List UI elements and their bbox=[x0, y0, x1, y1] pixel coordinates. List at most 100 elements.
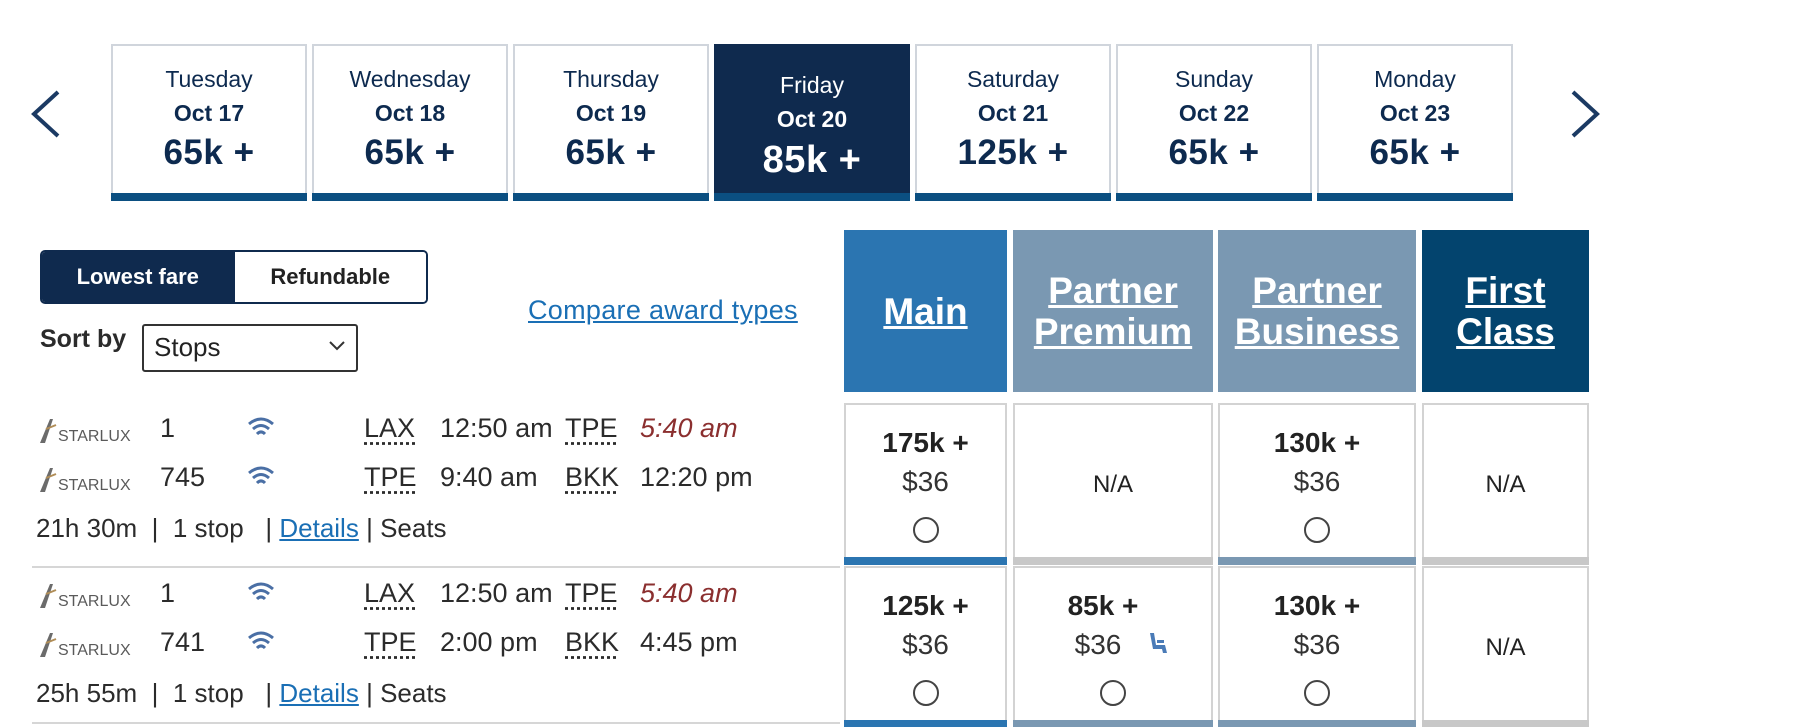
origin-airport[interactable]: TPE bbox=[364, 627, 417, 657]
stops-count: 1 stop bbox=[172, 513, 244, 543]
date-tab-price: 65k + bbox=[163, 133, 255, 172]
lowest-fare-button[interactable]: Lowest fare bbox=[42, 252, 234, 302]
fare-tax: $36 bbox=[902, 466, 949, 497]
chevron-left-icon bbox=[31, 90, 60, 138]
row-divider bbox=[32, 722, 840, 724]
date-tab-price: 65k + bbox=[565, 133, 657, 172]
destination-airport[interactable]: TPE bbox=[565, 578, 618, 608]
departure-time: 9:40 am bbox=[440, 462, 538, 492]
fare-miles: 175k + bbox=[882, 427, 969, 458]
sort-by-value: Stops bbox=[154, 332, 221, 362]
cabin-label: Partner bbox=[1252, 270, 1382, 311]
separator: | bbox=[366, 513, 381, 543]
cabin-label: First bbox=[1465, 270, 1546, 311]
date-tab-day: Friday bbox=[780, 72, 844, 98]
date-tab-oct-19[interactable]: Thursday Oct 19 65k + bbox=[513, 44, 709, 201]
origin-airport[interactable]: LAX bbox=[364, 413, 416, 443]
flight-summary: 21h 30m | 1 stop | Details | Seats bbox=[36, 513, 447, 544]
compare-award-types-link[interactable]: Compare award types bbox=[528, 295, 798, 325]
date-tab-day: Saturday bbox=[966, 66, 1060, 92]
sort-by-select[interactable]: Stops bbox=[142, 324, 358, 372]
airline-name: STARLUX bbox=[58, 642, 131, 659]
flight-segment: STARLUX 1 LAX 12:50 am TPE 5:40 am bbox=[32, 413, 840, 449]
fare-not-available: N/A bbox=[1485, 634, 1526, 661]
fare-cell-partner-business[interactable]: 130k + $36 bbox=[1218, 566, 1416, 727]
fare-cell-partner-premium[interactable]: 85k + $36 bbox=[1013, 566, 1213, 727]
wifi-icon bbox=[246, 580, 276, 606]
refundable-button[interactable]: Refundable bbox=[233, 252, 426, 302]
date-tab-oct-23[interactable]: Monday Oct 23 65k + bbox=[1317, 44, 1513, 201]
seat-icon bbox=[1145, 630, 1171, 656]
fare-radio[interactable] bbox=[1304, 517, 1330, 543]
details-link[interactable]: Details bbox=[279, 678, 359, 708]
seats-link[interactable]: Seats bbox=[380, 678, 447, 708]
date-tab-date: Oct 22 bbox=[1178, 100, 1250, 126]
fare-radio[interactable] bbox=[912, 517, 939, 543]
flight-segment: STARLUX 745 TPE 9:40 am BKK 12:20 pm bbox=[32, 462, 840, 498]
fare-type-toggle: Lowest fare Refundable bbox=[40, 250, 428, 304]
destination-airport[interactable]: BKK bbox=[565, 627, 620, 657]
fare-bar bbox=[844, 557, 1007, 565]
stops-count: 1 stop bbox=[172, 678, 244, 708]
date-tab-date: Oct 19 bbox=[575, 100, 647, 126]
cabin-header-partner-business[interactable]: Partner Business bbox=[1218, 230, 1416, 392]
cabin-label: Partner bbox=[1048, 270, 1178, 311]
fare-cell-main[interactable]: 125k + $36 bbox=[844, 566, 1007, 727]
date-selector: Tuesday Oct 17 65k + Wednesday Oct 18 65… bbox=[111, 44, 1513, 201]
cabin-header-partner-premium[interactable]: Partner Premium bbox=[1013, 230, 1213, 392]
fare-cell-first-class: N/A bbox=[1422, 566, 1589, 727]
fare-miles: 130k + bbox=[1273, 427, 1361, 458]
date-tab-oct-21[interactable]: Saturday Oct 21 125k + bbox=[915, 44, 1111, 201]
fare-miles: 130k + bbox=[1273, 590, 1361, 621]
date-tab-oct-22[interactable]: Sunday Oct 22 65k + bbox=[1116, 44, 1312, 201]
flight-number: 1 bbox=[160, 413, 176, 443]
airline-name: STARLUX bbox=[58, 477, 131, 494]
date-tab-oct-17[interactable]: Tuesday Oct 17 65k + bbox=[111, 44, 307, 201]
departure-time: 2:00 pm bbox=[440, 627, 538, 657]
destination-airport[interactable]: TPE bbox=[565, 413, 618, 443]
fare-bar bbox=[1218, 557, 1416, 565]
cabin-label: Premium bbox=[1033, 311, 1193, 352]
chevron-right-icon bbox=[1571, 90, 1600, 138]
starlux-logo: STARLUX bbox=[36, 629, 131, 661]
fare-miles: 85k + bbox=[1067, 590, 1139, 621]
date-tab-day: Monday bbox=[1374, 66, 1456, 92]
seats-link[interactable]: Seats bbox=[380, 513, 447, 543]
fare-tax: $36 bbox=[1293, 466, 1341, 497]
date-tab-price: 65k + bbox=[1369, 133, 1461, 172]
cabin-header-main[interactable]: Main bbox=[844, 230, 1007, 392]
separator: | bbox=[250, 678, 280, 708]
fare-tax: $36 bbox=[1074, 629, 1122, 660]
origin-airport[interactable]: TPE bbox=[364, 462, 417, 492]
fare-bar bbox=[1218, 720, 1416, 727]
cabin-header-first-class[interactable]: First Class bbox=[1422, 230, 1589, 392]
fare-tax: $36 bbox=[1293, 629, 1341, 660]
fare-bar bbox=[1422, 720, 1589, 727]
previous-dates-button[interactable] bbox=[28, 86, 68, 142]
details-link[interactable]: Details bbox=[279, 513, 359, 543]
row-divider bbox=[32, 566, 840, 568]
date-tab-oct-20-selected[interactable]: Friday Oct 20 85k + bbox=[714, 44, 910, 201]
fare-radio[interactable] bbox=[1100, 680, 1126, 706]
fare-not-available: N/A bbox=[1092, 471, 1133, 498]
flight-duration: 25h 55m bbox=[36, 678, 138, 708]
fare-cell-main[interactable]: 175k + $36 bbox=[844, 403, 1007, 565]
date-tab-oct-18[interactable]: Wednesday Oct 18 65k + bbox=[312, 44, 508, 201]
fare-radio[interactable] bbox=[1304, 680, 1330, 706]
arrival-time: 5:40 am bbox=[640, 578, 738, 608]
fare-radio[interactable] bbox=[912, 680, 939, 706]
date-tab-price: 65k + bbox=[1168, 133, 1260, 172]
airline-name: STARLUX bbox=[58, 593, 131, 610]
fare-cell-partner-business[interactable]: 130k + $36 bbox=[1218, 403, 1416, 565]
wifi-icon bbox=[246, 415, 276, 441]
fare-bar bbox=[1422, 557, 1589, 565]
next-dates-button[interactable] bbox=[1563, 86, 1603, 142]
separator: | bbox=[250, 513, 280, 543]
origin-airport[interactable]: LAX bbox=[364, 578, 416, 608]
chevron-down-icon bbox=[329, 341, 345, 351]
date-tab-date: Oct 23 bbox=[1379, 100, 1451, 126]
fare-bar bbox=[844, 720, 1007, 727]
destination-airport[interactable]: BKK bbox=[565, 462, 620, 492]
separator: | bbox=[144, 678, 166, 708]
flight-number: 741 bbox=[160, 627, 206, 657]
